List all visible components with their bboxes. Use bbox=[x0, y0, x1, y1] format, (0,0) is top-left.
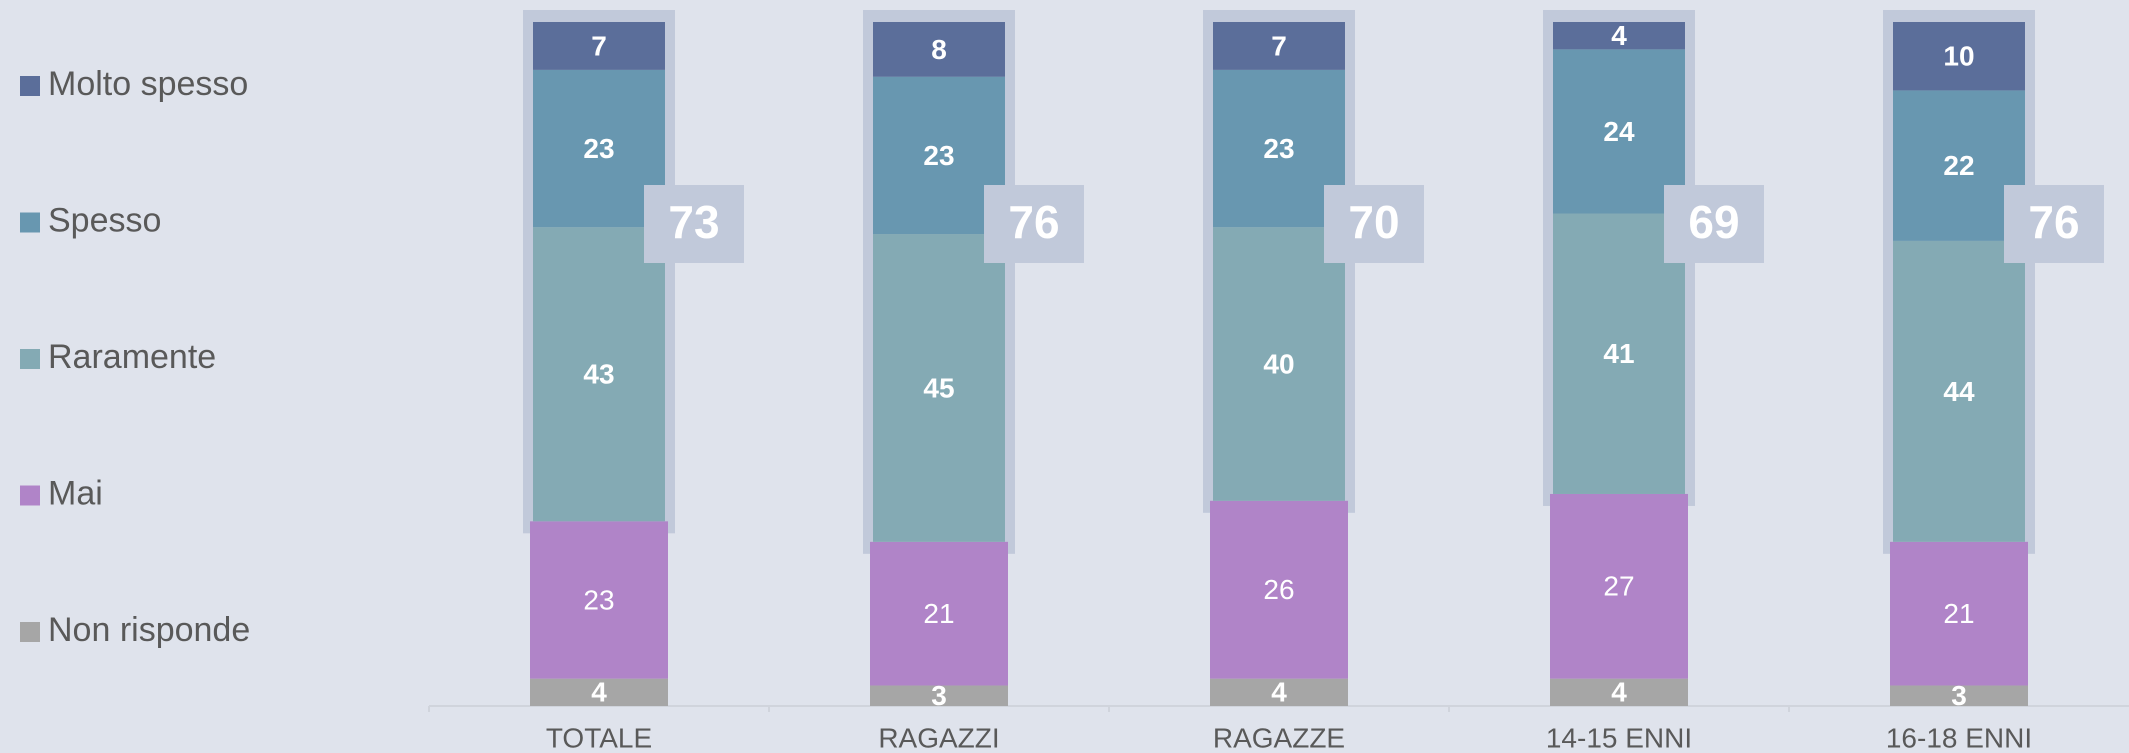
bar-segment bbox=[1893, 22, 2025, 91]
legend-label: Molto spesso bbox=[48, 65, 248, 103]
total-box bbox=[2004, 185, 2104, 263]
bar-segment bbox=[1550, 493, 1688, 679]
bar-segment bbox=[1213, 69, 1345, 228]
bar-segment bbox=[533, 22, 665, 70]
bar-segment bbox=[530, 678, 668, 706]
bar-segment bbox=[873, 234, 1005, 542]
bar-segment bbox=[1553, 22, 1685, 50]
value-label: 23 bbox=[923, 140, 954, 171]
value-label: 41 bbox=[1603, 338, 1634, 369]
value-label: 4 bbox=[1271, 677, 1287, 708]
total-box bbox=[644, 185, 744, 263]
x-tick-label: 16-18 ENNI bbox=[1886, 722, 2032, 753]
bar-segment bbox=[1890, 685, 2028, 706]
bar-segment bbox=[870, 541, 1008, 686]
legend-swatch bbox=[20, 622, 40, 642]
bar-segment bbox=[533, 227, 665, 522]
bar-segment bbox=[1213, 22, 1345, 70]
total-label: 76 bbox=[1008, 196, 1059, 248]
bar-segment bbox=[1213, 227, 1345, 501]
value-label: 23 bbox=[583, 133, 614, 164]
value-label: 21 bbox=[923, 598, 954, 629]
legend-swatch bbox=[20, 212, 40, 233]
value-label: 3 bbox=[931, 680, 947, 711]
value-label: 27 bbox=[1603, 571, 1634, 602]
value-label: 4 bbox=[1611, 20, 1627, 51]
value-label: 23 bbox=[583, 584, 614, 615]
value-label: 3 bbox=[1951, 680, 1967, 711]
legend-swatch bbox=[20, 485, 40, 506]
value-label: 7 bbox=[591, 30, 607, 61]
legend-label: Non risponde bbox=[48, 611, 250, 649]
bar-segment bbox=[1890, 541, 2028, 686]
legend-swatch bbox=[20, 76, 40, 96]
total-box bbox=[1664, 185, 1764, 263]
legend-label: Spesso bbox=[48, 201, 161, 239]
value-label: 4 bbox=[591, 677, 607, 708]
value-label: 21 bbox=[1943, 598, 1974, 629]
bar-segment bbox=[1553, 213, 1685, 494]
legend-swatch bbox=[20, 349, 40, 369]
total-box bbox=[1324, 185, 1424, 263]
value-label: 43 bbox=[583, 359, 614, 390]
x-tick-label: RAGAZZI bbox=[878, 722, 999, 753]
bar-segment bbox=[1210, 500, 1348, 679]
bar-segment bbox=[1893, 90, 2025, 241]
legend-label: Raramente bbox=[48, 338, 216, 376]
total-label: 76 bbox=[2028, 196, 2079, 248]
bar-segment bbox=[533, 69, 665, 228]
x-tick-label: TOTALE bbox=[546, 722, 652, 753]
value-label: 7 bbox=[1271, 30, 1287, 61]
legend-label: Mai bbox=[48, 474, 103, 512]
total-label: 69 bbox=[1688, 196, 1739, 248]
value-label: 40 bbox=[1263, 348, 1294, 379]
total-box bbox=[984, 185, 1084, 263]
x-tick-label: RAGAZZE bbox=[1213, 722, 1345, 753]
bar-segment bbox=[1550, 678, 1688, 706]
bar-segment bbox=[1553, 49, 1685, 214]
value-label: 4 bbox=[1611, 677, 1627, 708]
value-label: 45 bbox=[923, 372, 954, 403]
bar-segment bbox=[530, 521, 668, 679]
bar-segment bbox=[1210, 678, 1348, 706]
value-label: 26 bbox=[1263, 574, 1294, 605]
x-tick-label: 14-15 ENNI bbox=[1546, 722, 1692, 753]
bar-segment bbox=[873, 76, 1005, 235]
total-label: 73 bbox=[668, 196, 719, 248]
value-label: 8 bbox=[931, 34, 947, 65]
bar-segment bbox=[870, 685, 1008, 706]
value-label: 23 bbox=[1263, 133, 1294, 164]
value-label: 44 bbox=[1943, 376, 1975, 407]
bar-segment bbox=[1893, 240, 2025, 542]
value-label: 10 bbox=[1943, 41, 1974, 72]
value-label: 24 bbox=[1603, 116, 1635, 147]
value-label: 22 bbox=[1943, 150, 1974, 181]
bar-segment bbox=[873, 22, 1005, 77]
total-label: 70 bbox=[1348, 196, 1399, 248]
